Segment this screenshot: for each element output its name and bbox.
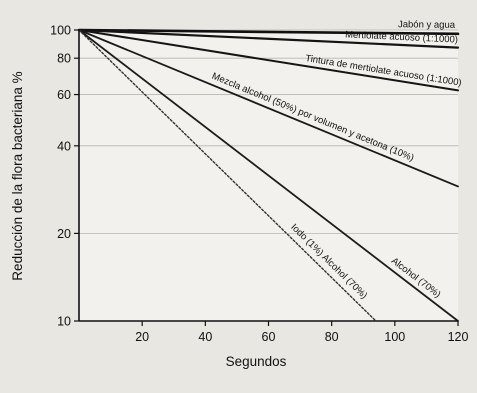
x-tick-label: 40	[198, 330, 212, 344]
series-line	[78, 29, 459, 322]
y-tick-label: 60	[57, 88, 71, 102]
x-axis-label: Segundos	[226, 354, 287, 369]
ticks: 10 20 40 60 80 100 20 40 60 80 100 120	[50, 24, 468, 345]
series-line	[77, 28, 460, 36]
x-tick-label: 20	[135, 330, 149, 344]
series-line	[77, 28, 460, 49]
y-axis-label: Reducción de la flora bacteriana %	[10, 71, 25, 280]
x-tick-label: 60	[262, 330, 276, 344]
y-tick-label: 20	[57, 227, 71, 241]
x-tick-label: 120	[448, 330, 469, 344]
x-tick-label: 80	[325, 330, 339, 344]
x-tick-label: 100	[384, 330, 405, 344]
series-label: Jabón y agua	[398, 19, 456, 31]
y-tick-label: 80	[57, 52, 71, 66]
series-label: Mertiolate acuoso (1:1000)	[345, 29, 458, 45]
y-tick-label: 40	[57, 139, 71, 153]
y-tick-label: 100	[50, 24, 71, 38]
series-line	[78, 29, 459, 188]
series-group	[77, 28, 460, 322]
series-line	[78, 29, 377, 322]
y-tick-label: 10	[57, 315, 71, 329]
series-line	[78, 29, 459, 92]
